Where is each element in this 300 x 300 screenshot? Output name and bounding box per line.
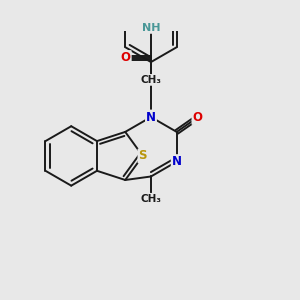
Text: CH₃: CH₃ [140, 75, 161, 85]
Text: N: N [146, 110, 156, 124]
Text: CH₃: CH₃ [140, 194, 161, 204]
Text: N: N [172, 155, 182, 168]
Text: O: O [193, 111, 202, 124]
Text: S: S [139, 149, 147, 162]
Text: NH: NH [142, 23, 160, 33]
Text: O: O [121, 51, 131, 64]
